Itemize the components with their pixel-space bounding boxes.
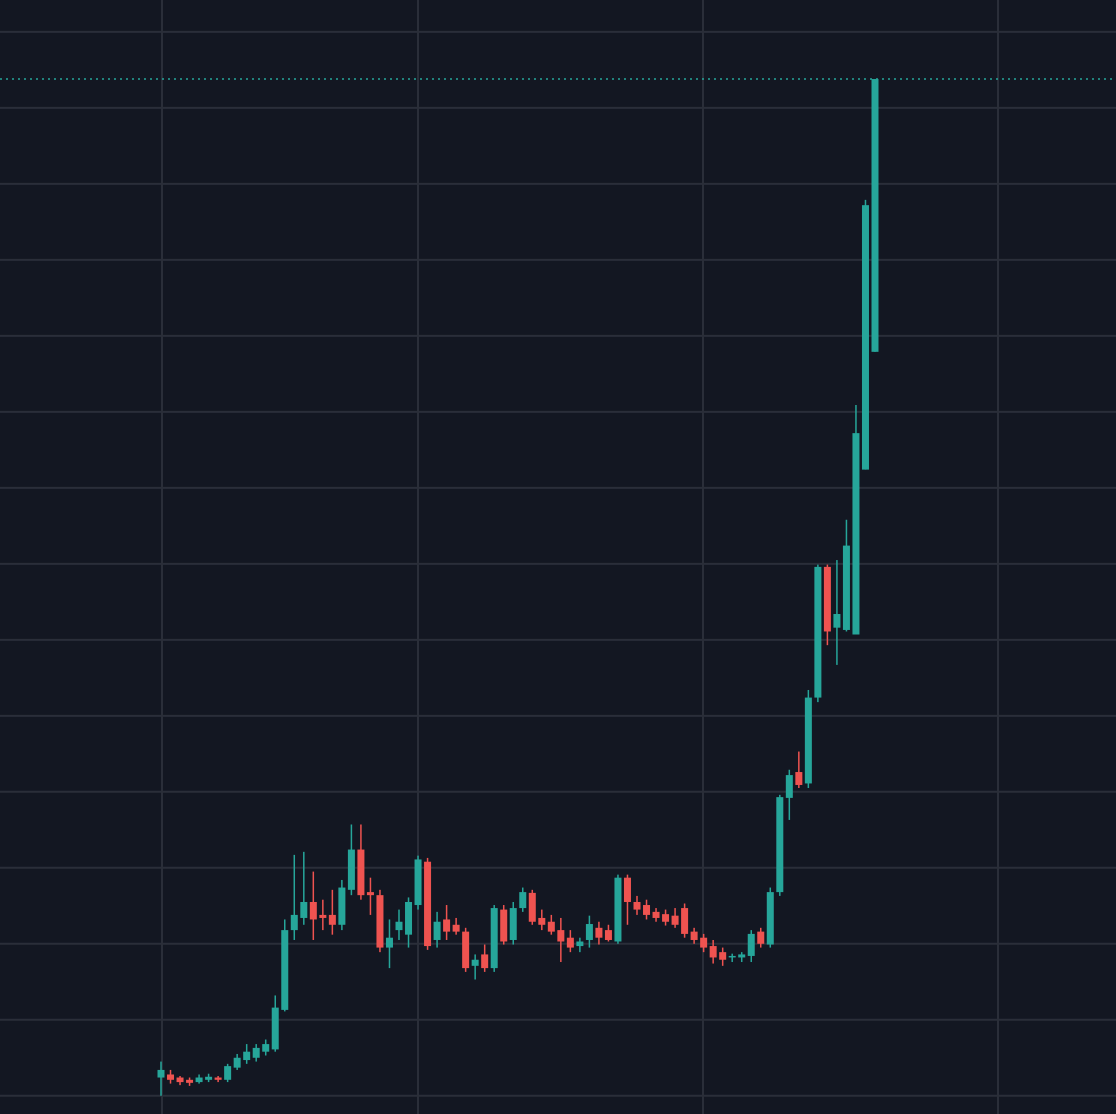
candle-body (795, 772, 803, 785)
candle-body (833, 613, 841, 628)
candle-body (186, 1079, 194, 1083)
candle-body (414, 859, 422, 906)
candle-body (861, 205, 869, 470)
candle-body (557, 930, 565, 942)
candle-body (547, 921, 555, 932)
candle-body (633, 901, 641, 910)
candle-body (566, 937, 574, 948)
candle-body (852, 433, 860, 635)
candle-body (757, 931, 765, 944)
candle-body (252, 1047, 260, 1058)
candle-body (690, 931, 698, 940)
candle-body (262, 1044, 270, 1052)
candle-body (405, 901, 413, 935)
candle-body (652, 911, 660, 918)
candle-body (443, 919, 451, 932)
candle-body (385, 937, 393, 948)
candle-body (281, 930, 289, 1010)
candle-body (814, 566, 822, 698)
candle-body (604, 930, 612, 940)
candle-body (366, 892, 374, 896)
candle-body (528, 892, 536, 922)
candle-body (347, 849, 355, 890)
candle-body (700, 937, 708, 948)
candle-body (424, 861, 432, 947)
candle-body (538, 917, 546, 925)
candle-body (319, 914, 327, 918)
candle-body (224, 1066, 232, 1080)
candle-body (519, 892, 527, 909)
candle-body (681, 908, 689, 934)
candle-body (595, 927, 603, 938)
candle-body (709, 946, 717, 958)
candle-body (747, 933, 755, 956)
candle-body (271, 1007, 279, 1050)
candle-body (643, 905, 651, 915)
candle-body (157, 1069, 165, 1078)
candle-body (214, 1077, 222, 1080)
candle-body (376, 895, 384, 948)
candle-body (338, 887, 346, 925)
candle-body (395, 921, 403, 931)
candle-body (167, 1074, 175, 1080)
candle-body (233, 1057, 241, 1068)
candle-body (662, 914, 670, 922)
candle-body (776, 797, 784, 893)
candle-body (195, 1077, 203, 1083)
candle-body (433, 921, 441, 940)
candle-body (785, 775, 793, 798)
candle-body (871, 79, 879, 352)
candle-body (823, 566, 831, 632)
candle-body (585, 924, 593, 940)
candle-body (804, 697, 812, 784)
candle-body (309, 901, 317, 920)
candle-body (243, 1051, 251, 1061)
candle-body (719, 952, 727, 960)
candle-body (471, 959, 479, 966)
candle-body (357, 849, 365, 896)
candle-body (842, 545, 850, 630)
candle-body (176, 1077, 184, 1083)
candle-body (490, 908, 498, 969)
candle-body (500, 909, 508, 942)
candle-body (205, 1076, 213, 1080)
candle-body (481, 954, 489, 969)
candle-body (728, 955, 736, 958)
candle-body (509, 908, 517, 940)
candle-body (300, 901, 308, 918)
candle-body (290, 914, 298, 931)
candle-body (462, 931, 470, 969)
candle-body (328, 914, 336, 925)
candle-body (766, 892, 774, 945)
candle-body (452, 924, 460, 932)
candle-body (738, 954, 746, 958)
candle-body (576, 941, 584, 947)
candle-body (614, 877, 622, 942)
candle-body (623, 877, 631, 902)
candle-body (671, 915, 679, 925)
